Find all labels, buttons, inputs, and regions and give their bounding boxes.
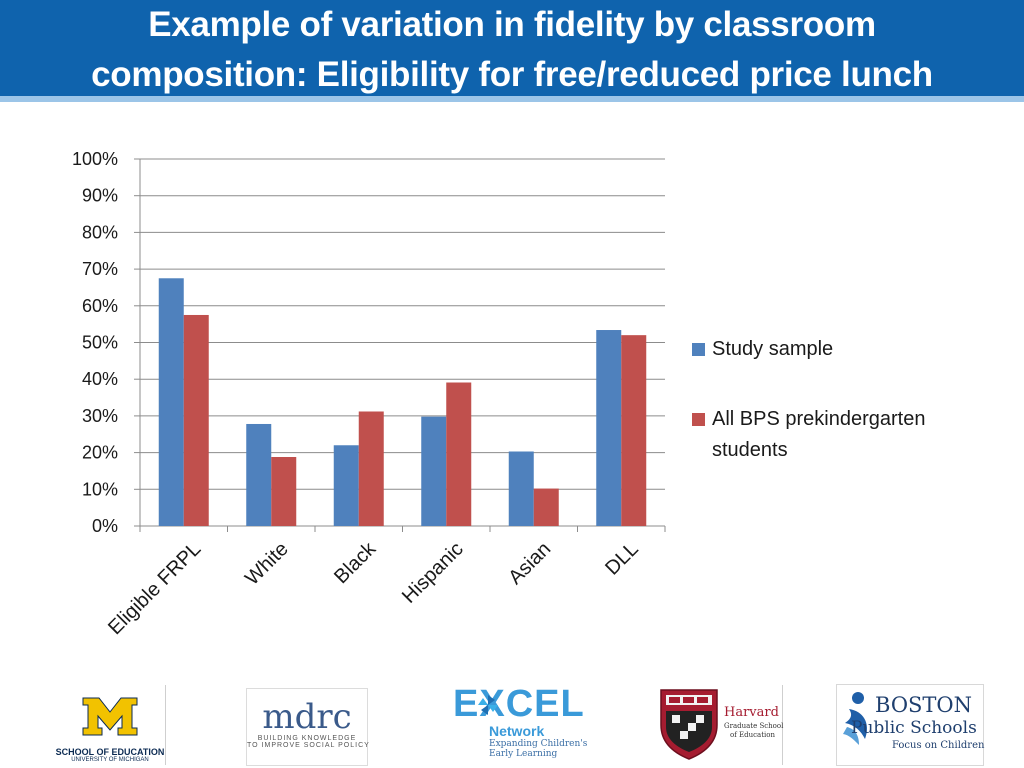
x-category-label: Hispanic <box>398 538 468 608</box>
harvard-sub-1: Graduate School <box>724 722 784 730</box>
bps-name-1: BOSTON <box>875 693 973 717</box>
bps-figure-icon <box>843 692 868 745</box>
y-tick-label: 30% <box>82 406 118 426</box>
umich-university: UNIVERSITY OF MICHIGAN <box>71 757 149 763</box>
y-tick-label: 80% <box>82 222 118 242</box>
mdrc-tagline-2: TO IMPROVE SOCIAL POLICY <box>247 742 370 749</box>
bps-tagline: Focus on Children <box>892 740 985 751</box>
logo-divider <box>165 685 166 765</box>
bar-all-bps <box>183 314 209 526</box>
bar-study-sample <box>421 416 447 526</box>
harvard-gse-logo: Harvard Graduate School of Education <box>656 685 783 765</box>
block-m-icon <box>82 697 138 736</box>
y-tick-label: 0% <box>92 516 118 536</box>
bar-study-sample <box>333 445 359 526</box>
bar-all-bps <box>446 382 472 526</box>
excel-network-logo: EXCEL Network Expanding Children's Early… <box>453 683 588 764</box>
mdrc-tagline-1: BUILDING KNOWLEDGE <box>257 735 357 742</box>
mdrc-name: mdrc <box>262 697 352 737</box>
y-tick-label: 20% <box>82 443 118 463</box>
legend-swatch-study-sample <box>692 343 705 356</box>
title-rule <box>0 96 1024 102</box>
pinwheel-icon <box>478 695 498 715</box>
logo-strip: SCHOOL OF EDUCATION UNIVERSITY OF MICHIG… <box>0 680 1024 768</box>
harvard-name: Harvard <box>724 705 779 720</box>
bar-study-sample <box>508 451 534 526</box>
bar-all-bps <box>533 488 559 526</box>
y-tick-label: 50% <box>82 333 118 353</box>
bar-study-sample <box>158 278 184 526</box>
x-category-label: Eligible FRPL <box>104 538 205 639</box>
x-category-label: Black <box>330 537 381 588</box>
mdrc-logo: mdrc BUILDING KNOWLEDGE TO IMPROVE SOCIA… <box>246 688 370 766</box>
bps-logo: BOSTON Public Schools Focus on Children <box>836 684 984 766</box>
y-tick-label: 40% <box>82 369 118 389</box>
harvard-sub-2: of Education <box>730 731 775 739</box>
umich-school: SCHOOL OF EDUCATION <box>55 747 165 757</box>
title-bar <box>0 0 1024 96</box>
excel-name: EXCEL <box>453 683 585 725</box>
excel-tagline-2: Early Learning <box>489 749 558 759</box>
bps-name-2: Public Schools <box>851 718 977 738</box>
bar-all-bps <box>358 411 384 526</box>
y-tick-label: 70% <box>82 259 118 279</box>
bar-all-bps <box>271 457 297 526</box>
legend-label-study-sample: Study sample <box>712 338 834 360</box>
title-line-2: composition: Eligibility for free/reduce… <box>91 55 933 94</box>
harvard-shield-icon <box>660 689 718 760</box>
bar-chart: 0% 10% 20% 30% 40% 50% 60% 70% 80% 90% 100% Eligibl… <box>72 149 666 639</box>
y-tick-label: 60% <box>82 296 118 316</box>
y-tick-label: 100% <box>72 149 118 169</box>
umich-logo: SCHOOL OF EDUCATION UNIVERSITY OF MICHIG… <box>55 692 165 764</box>
bar-study-sample <box>246 423 272 526</box>
bar-all-bps <box>621 335 647 526</box>
y-tick-label: 90% <box>82 186 118 206</box>
legend-label-all-bps: All BPS prekindergarten students <box>712 404 925 466</box>
legend-swatch-all-bps <box>692 413 705 426</box>
legend-label-all-bps-line1: All BPS prekindergarten <box>712 408 926 430</box>
legend-label-all-bps-line2: students <box>712 439 788 461</box>
x-category-label: Asian <box>504 538 555 589</box>
x-category-label: White <box>241 538 293 590</box>
y-tick-label: 10% <box>82 479 118 499</box>
bar-study-sample <box>596 330 622 526</box>
title-line-1: Example of variation in fidelity by clas… <box>148 5 876 44</box>
excel-network-word: Network <box>489 723 545 739</box>
x-category-label: DLL <box>601 538 643 580</box>
excel-tagline-1: Expanding Children's <box>489 739 588 749</box>
page-title: Example of variation in fidelity by clas… <box>0 0 1024 96</box>
